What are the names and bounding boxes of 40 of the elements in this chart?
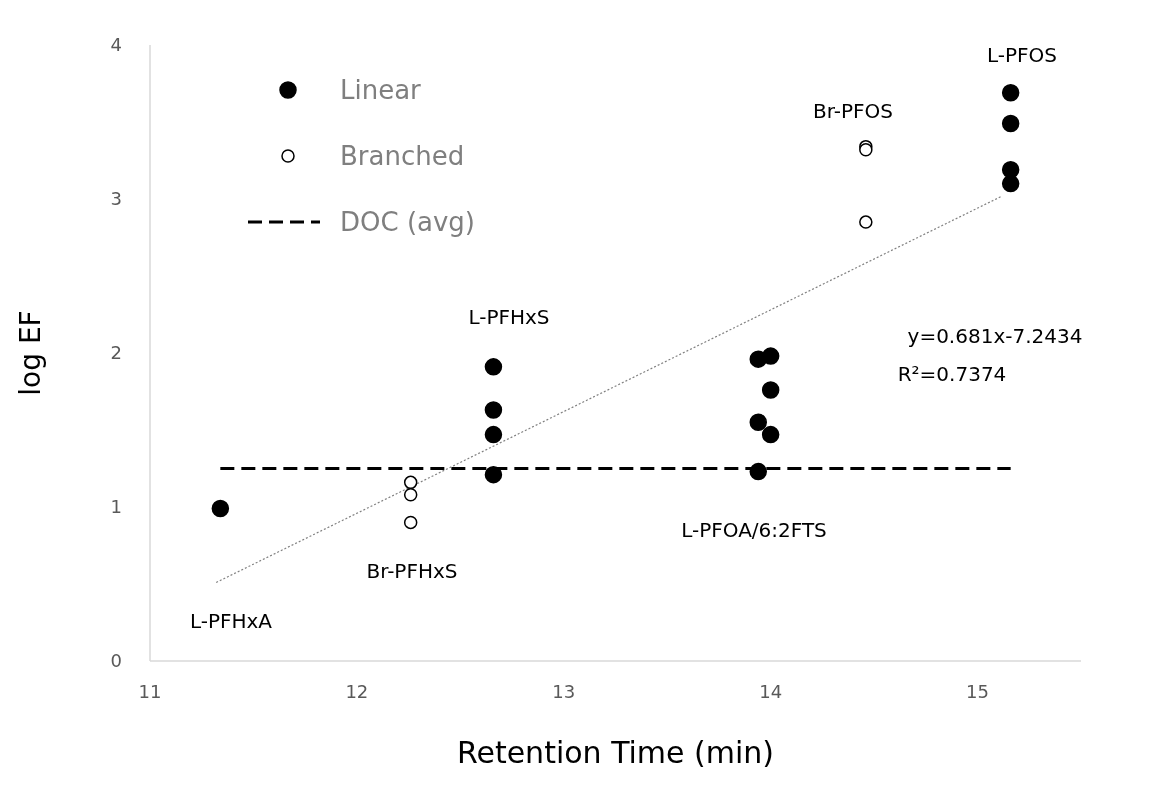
point (761, 381, 780, 399)
annotation: R²=0.7374 (897, 361, 1007, 386)
point (749, 462, 767, 481)
legend-label: DOC (avg) (340, 207, 476, 237)
point (484, 425, 503, 444)
annotation: L-PFHxS (468, 304, 550, 329)
point (403, 515, 418, 530)
point (749, 413, 767, 432)
y-tick-label: 0 (110, 650, 122, 672)
x-tick-label: 11 (138, 680, 162, 702)
point (211, 499, 230, 518)
annotation: Br-PFOS (813, 98, 893, 123)
annotation: L-PFHxA (189, 608, 273, 633)
x-tick-label: 15 (966, 680, 990, 702)
point (1001, 174, 1020, 193)
point (1001, 114, 1020, 133)
point (484, 401, 503, 419)
x-axis-title: Retention Time (min) (456, 735, 775, 770)
point (403, 475, 418, 490)
annotation: Br-PFHxS (366, 558, 458, 583)
y-axis-title: log EF (13, 310, 47, 396)
point (761, 425, 780, 444)
annotation: L-PFOA/6:2FTS (681, 517, 827, 542)
legend-label: Linear (340, 75, 421, 105)
point (761, 347, 780, 365)
point (1001, 83, 1020, 102)
x-tick-label: 12 (345, 680, 369, 702)
point (859, 215, 873, 229)
x-tick-label: 14 (759, 680, 783, 702)
legend-label: Branched (340, 141, 465, 171)
point (403, 487, 418, 502)
y-tick-label: 4 (110, 34, 122, 56)
annotation: L-PFOS (986, 42, 1058, 67)
x-tick-label: 13 (552, 680, 576, 702)
y-tick-label: 3 (110, 188, 122, 210)
annotation: y=0.681x-7.2434 (907, 323, 1083, 348)
y-tick-label: 1 (110, 496, 122, 518)
point (484, 465, 503, 484)
point (484, 358, 503, 376)
y-tick-label: 2 (110, 342, 122, 364)
